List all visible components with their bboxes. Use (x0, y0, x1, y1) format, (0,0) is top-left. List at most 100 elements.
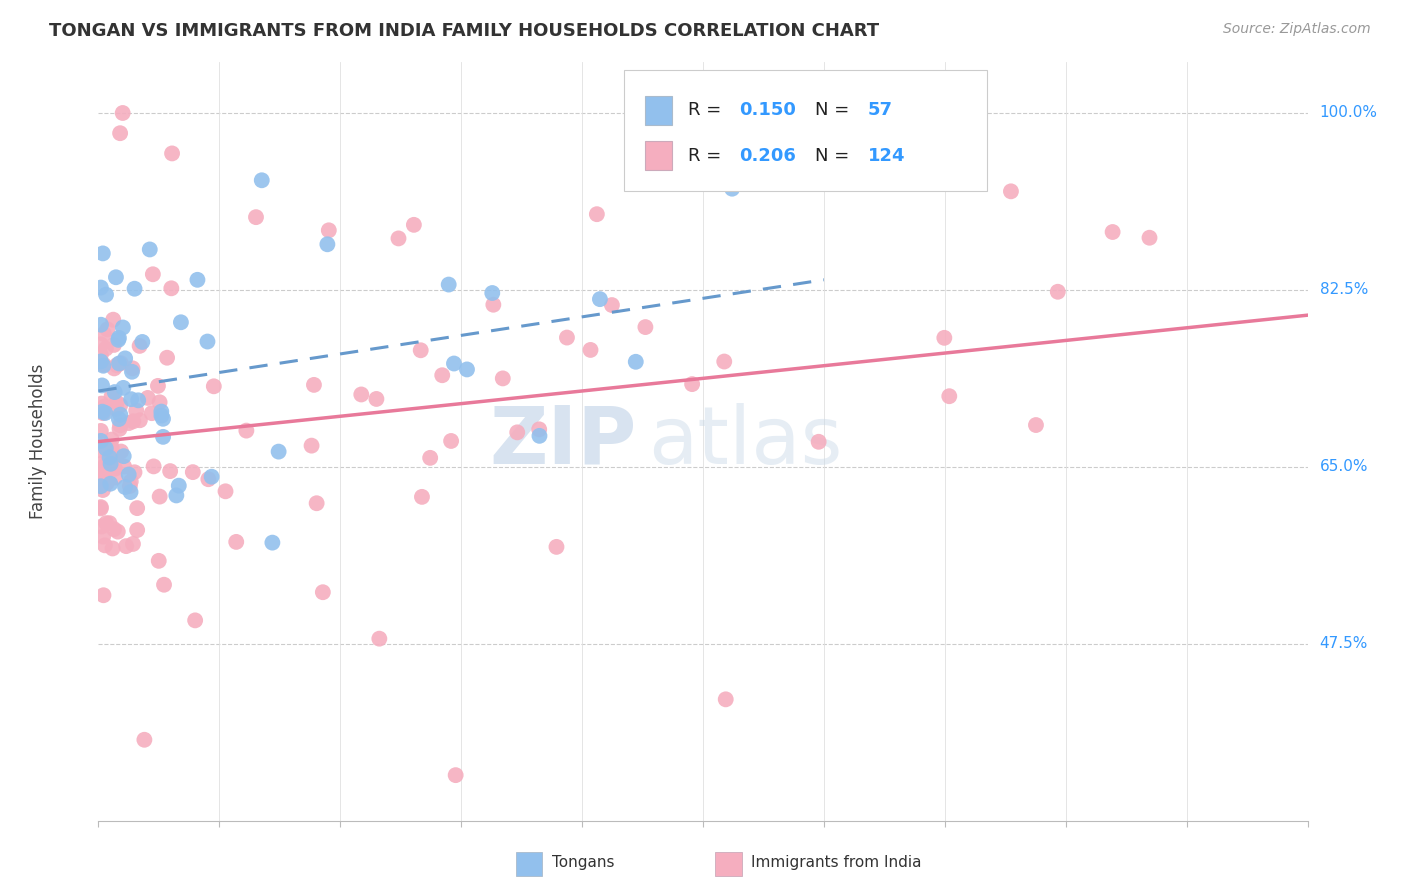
Point (366, 392, 388, 406)
Point (111, 320, 134, 334)
Text: 57: 57 (868, 101, 893, 120)
Text: N =: N = (815, 146, 855, 165)
Text: 124: 124 (868, 146, 905, 165)
Point (93, 588, 115, 602)
Point (103, 338, 125, 352)
Point (97, 443, 120, 458)
Point (492, 371, 515, 385)
Point (112, 381, 135, 395)
Text: 0.206: 0.206 (740, 146, 796, 165)
Point (152, 430, 174, 444)
Point (456, 362, 478, 376)
Point (104, 461, 127, 475)
Point (91, 405, 114, 419)
Point (110, 408, 132, 422)
Point (103, 522, 125, 536)
Point (934, 331, 956, 345)
Point (153, 578, 176, 592)
Point (104, 470, 127, 484)
FancyBboxPatch shape (645, 95, 672, 125)
Point (108, 418, 131, 433)
Point (101, 541, 124, 556)
Point (197, 472, 219, 486)
Point (90, 318, 112, 332)
Point (90, 479, 112, 493)
Point (100, 476, 122, 491)
Point (105, 358, 128, 372)
Point (555, 330, 578, 344)
Point (1101, 225, 1123, 239)
Point (103, 312, 125, 326)
Point (104, 270, 127, 285)
Point (120, 475, 142, 489)
Point (107, 524, 129, 539)
Point (184, 613, 207, 627)
Point (481, 285, 503, 300)
Point (350, 387, 373, 401)
Point (527, 422, 550, 436)
Point (127, 501, 149, 516)
Point (807, 434, 830, 449)
Point (110, 356, 132, 370)
Point (124, 465, 146, 479)
Point (96, 322, 118, 336)
Point (121, 361, 143, 376)
Point (90, 337, 112, 351)
Point (586, 207, 609, 221)
Point (482, 298, 505, 312)
Point (114, 480, 136, 494)
Point (235, 424, 257, 438)
Point (1046, 285, 1069, 299)
Point (301, 439, 323, 453)
Point (111, 106, 134, 120)
Point (305, 496, 328, 510)
Point (387, 231, 409, 245)
Point (411, 490, 433, 504)
Point (94, 442, 117, 456)
Point (122, 537, 145, 551)
Text: 0.150: 0.150 (740, 101, 796, 120)
Point (186, 273, 208, 287)
Point (142, 459, 165, 474)
Point (108, 126, 131, 140)
Text: 100.0%: 100.0% (1320, 105, 1378, 120)
Point (139, 243, 162, 257)
Point (165, 488, 187, 502)
Point (681, 377, 703, 392)
Text: Immigrants from India: Immigrants from India (751, 855, 922, 870)
Point (149, 490, 172, 504)
Point (127, 523, 149, 537)
Point (181, 465, 204, 479)
Point (114, 351, 136, 366)
Point (159, 464, 181, 478)
Point (93, 358, 115, 372)
Point (409, 343, 432, 358)
Point (368, 632, 391, 646)
Point (108, 356, 131, 370)
Point (90, 501, 112, 516)
Point (98, 460, 121, 475)
Point (108, 412, 131, 426)
Point (600, 298, 623, 312)
Point (440, 434, 463, 448)
Point (160, 146, 183, 161)
Point (302, 377, 325, 392)
Point (94, 406, 117, 420)
Point (98, 450, 121, 465)
Point (125, 403, 148, 417)
Point (104, 385, 127, 400)
Point (96, 516, 118, 531)
Point (402, 218, 425, 232)
Text: N =: N = (815, 101, 855, 120)
Point (90, 474, 112, 488)
Point (94, 538, 117, 552)
Point (156, 351, 179, 365)
FancyBboxPatch shape (645, 141, 672, 170)
Point (316, 237, 339, 252)
Point (96, 476, 118, 491)
Point (546, 540, 568, 554)
Point (134, 732, 156, 747)
Point (1000, 184, 1022, 198)
Point (529, 429, 551, 443)
Point (128, 413, 150, 427)
